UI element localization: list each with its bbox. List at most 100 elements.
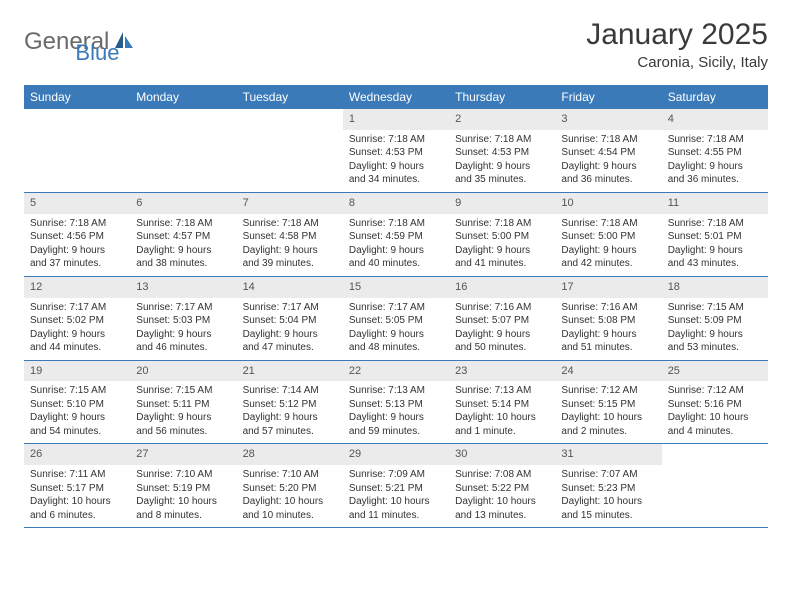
day-sunset: Sunset: 5:03 PM	[136, 314, 230, 328]
day-daylight2: and 46 minutes.	[136, 341, 230, 355]
day-body: Sunrise: 7:18 AMSunset: 5:01 PMDaylight:…	[662, 214, 768, 276]
day-sunrise: Sunrise: 7:13 AM	[455, 384, 549, 398]
day-cell: 9Sunrise: 7:18 AMSunset: 5:00 PMDaylight…	[449, 193, 555, 276]
day-sunrise: Sunrise: 7:18 AM	[349, 217, 443, 231]
day-daylight1: Daylight: 9 hours	[349, 244, 443, 258]
day-sunrise: Sunrise: 7:10 AM	[136, 468, 230, 482]
day-sunset: Sunset: 4:54 PM	[561, 146, 655, 160]
day-body: Sunrise: 7:16 AMSunset: 5:07 PMDaylight:…	[449, 298, 555, 360]
day-body: Sunrise: 7:09 AMSunset: 5:21 PMDaylight:…	[343, 465, 449, 527]
day-cell: 6Sunrise: 7:18 AMSunset: 4:57 PMDaylight…	[130, 193, 236, 276]
day-cell: 11Sunrise: 7:18 AMSunset: 5:01 PMDayligh…	[662, 193, 768, 276]
day-sunrise: Sunrise: 7:18 AM	[668, 133, 762, 147]
day-body: Sunrise: 7:18 AMSunset: 4:53 PMDaylight:…	[343, 130, 449, 192]
day-daylight2: and 34 minutes.	[349, 173, 443, 187]
day-sunrise: Sunrise: 7:17 AM	[243, 301, 337, 315]
day-number: 16	[449, 277, 555, 298]
day-sunrise: Sunrise: 7:17 AM	[349, 301, 443, 315]
day-cell: 13Sunrise: 7:17 AMSunset: 5:03 PMDayligh…	[130, 277, 236, 360]
day-sunrise: Sunrise: 7:13 AM	[349, 384, 443, 398]
day-body: Sunrise: 7:18 AMSunset: 4:53 PMDaylight:…	[449, 130, 555, 192]
day-daylight1: Daylight: 10 hours	[455, 411, 549, 425]
day-daylight2: and 36 minutes.	[561, 173, 655, 187]
day-sunrise: Sunrise: 7:07 AM	[561, 468, 655, 482]
day-daylight1: Daylight: 10 hours	[561, 495, 655, 509]
day-number: 14	[237, 277, 343, 298]
day-cell: 18Sunrise: 7:15 AMSunset: 5:09 PMDayligh…	[662, 277, 768, 360]
day-number: 4	[662, 109, 768, 130]
week-row: 26Sunrise: 7:11 AMSunset: 5:17 PMDayligh…	[24, 444, 768, 528]
day-number: 28	[237, 444, 343, 465]
day-daylight2: and 43 minutes.	[668, 257, 762, 271]
day-sunset: Sunset: 4:57 PM	[136, 230, 230, 244]
day-daylight2: and 11 minutes.	[349, 509, 443, 523]
day-cell-empty	[130, 109, 236, 192]
day-number: 20	[130, 361, 236, 382]
day-cell: 7Sunrise: 7:18 AMSunset: 4:58 PMDaylight…	[237, 193, 343, 276]
day-body: Sunrise: 7:11 AMSunset: 5:17 PMDaylight:…	[24, 465, 130, 527]
day-daylight2: and 48 minutes.	[349, 341, 443, 355]
day-number: 26	[24, 444, 130, 465]
day-number: 31	[555, 444, 661, 465]
day-cell: 22Sunrise: 7:13 AMSunset: 5:13 PMDayligh…	[343, 361, 449, 444]
day-sunset: Sunset: 4:56 PM	[30, 230, 124, 244]
day-sunrise: Sunrise: 7:16 AM	[561, 301, 655, 315]
day-number: 19	[24, 361, 130, 382]
day-daylight1: Daylight: 10 hours	[30, 495, 124, 509]
day-number: 10	[555, 193, 661, 214]
day-sunset: Sunset: 4:55 PM	[668, 146, 762, 160]
day-daylight1: Daylight: 9 hours	[136, 411, 230, 425]
day-daylight1: Daylight: 9 hours	[561, 160, 655, 174]
day-body: Sunrise: 7:17 AMSunset: 5:02 PMDaylight:…	[24, 298, 130, 360]
day-body: Sunrise: 7:12 AMSunset: 5:15 PMDaylight:…	[555, 381, 661, 443]
day-number: 23	[449, 361, 555, 382]
day-daylight2: and 57 minutes.	[243, 425, 337, 439]
day-daylight2: and 47 minutes.	[243, 341, 337, 355]
day-sunrise: Sunrise: 7:15 AM	[136, 384, 230, 398]
header: General Blue January 2025 Caronia, Sicil…	[24, 18, 768, 71]
day-cell: 26Sunrise: 7:11 AMSunset: 5:17 PMDayligh…	[24, 444, 130, 527]
day-sunrise: Sunrise: 7:18 AM	[668, 217, 762, 231]
day-daylight1: Daylight: 9 hours	[30, 244, 124, 258]
day-sunset: Sunset: 5:20 PM	[243, 482, 337, 496]
day-daylight1: Daylight: 9 hours	[455, 244, 549, 258]
day-cell: 15Sunrise: 7:17 AMSunset: 5:05 PMDayligh…	[343, 277, 449, 360]
day-sunset: Sunset: 5:17 PM	[30, 482, 124, 496]
day-sunrise: Sunrise: 7:15 AM	[668, 301, 762, 315]
day-number: 24	[555, 361, 661, 382]
day-number: 9	[449, 193, 555, 214]
day-daylight1: Daylight: 9 hours	[349, 328, 443, 342]
day-cell: 31Sunrise: 7:07 AMSunset: 5:23 PMDayligh…	[555, 444, 661, 527]
day-cell: 28Sunrise: 7:10 AMSunset: 5:20 PMDayligh…	[237, 444, 343, 527]
day-body: Sunrise: 7:15 AMSunset: 5:10 PMDaylight:…	[24, 381, 130, 443]
day-cell: 19Sunrise: 7:15 AMSunset: 5:10 PMDayligh…	[24, 361, 130, 444]
day-daylight2: and 59 minutes.	[349, 425, 443, 439]
calendar: SundayMondayTuesdayWednesdayThursdayFrid…	[24, 85, 768, 528]
day-cell: 3Sunrise: 7:18 AMSunset: 4:54 PMDaylight…	[555, 109, 661, 192]
day-number: 21	[237, 361, 343, 382]
day-body: Sunrise: 7:18 AMSunset: 4:59 PMDaylight:…	[343, 214, 449, 276]
day-sunrise: Sunrise: 7:12 AM	[668, 384, 762, 398]
day-number: 1	[343, 109, 449, 130]
day-daylight2: and 50 minutes.	[455, 341, 549, 355]
day-cell-empty	[24, 109, 130, 192]
day-cell-empty	[237, 109, 343, 192]
day-daylight2: and 56 minutes.	[136, 425, 230, 439]
weeks-container: 1Sunrise: 7:18 AMSunset: 4:53 PMDaylight…	[24, 109, 768, 528]
day-cell: 29Sunrise: 7:09 AMSunset: 5:21 PMDayligh…	[343, 444, 449, 527]
day-sunset: Sunset: 5:19 PM	[136, 482, 230, 496]
week-row: 12Sunrise: 7:17 AMSunset: 5:02 PMDayligh…	[24, 277, 768, 361]
day-daylight2: and 13 minutes.	[455, 509, 549, 523]
day-daylight2: and 8 minutes.	[136, 509, 230, 523]
day-sunset: Sunset: 5:00 PM	[561, 230, 655, 244]
day-number: 12	[24, 277, 130, 298]
day-cell: 27Sunrise: 7:10 AMSunset: 5:19 PMDayligh…	[130, 444, 236, 527]
day-daylight1: Daylight: 10 hours	[455, 495, 549, 509]
day-number	[130, 109, 236, 130]
location: Caronia, Sicily, Italy	[586, 54, 768, 71]
day-sunset: Sunset: 5:04 PM	[243, 314, 337, 328]
day-daylight2: and 38 minutes.	[136, 257, 230, 271]
day-cell: 30Sunrise: 7:08 AMSunset: 5:22 PMDayligh…	[449, 444, 555, 527]
day-body: Sunrise: 7:18 AMSunset: 4:54 PMDaylight:…	[555, 130, 661, 192]
day-number: 8	[343, 193, 449, 214]
